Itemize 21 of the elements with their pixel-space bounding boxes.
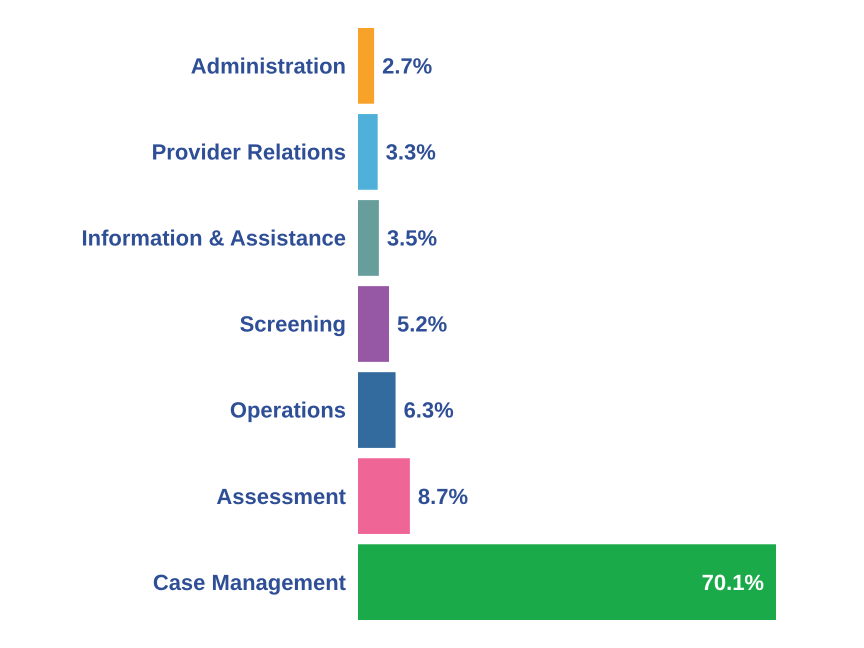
bar — [358, 372, 396, 448]
y-tick-label: Information & Assistance — [82, 226, 346, 251]
data-label: 8.7% — [418, 484, 468, 509]
data-label: 3.5% — [386, 226, 438, 251]
y-tick-label: Provider Relations — [152, 140, 346, 165]
data-label: 6.3% — [404, 398, 454, 423]
bar — [358, 200, 379, 276]
bar — [358, 28, 374, 104]
bar — [358, 286, 390, 362]
y-tick-label: Case Management — [152, 570, 347, 595]
y-tick-label: Operations — [230, 398, 346, 423]
y-tick-label: Administration — [190, 54, 346, 79]
y-tick-label: Assessment — [216, 484, 347, 509]
data-label: 70.1% — [702, 570, 764, 595]
bar — [358, 114, 378, 190]
data-label: 5.2% — [397, 312, 448, 337]
bar — [358, 544, 776, 620]
data-label: 2.7% — [382, 54, 432, 79]
bar — [358, 458, 410, 534]
y-tick-label: Screening — [240, 312, 346, 337]
data-label: 3.3% — [386, 140, 436, 165]
